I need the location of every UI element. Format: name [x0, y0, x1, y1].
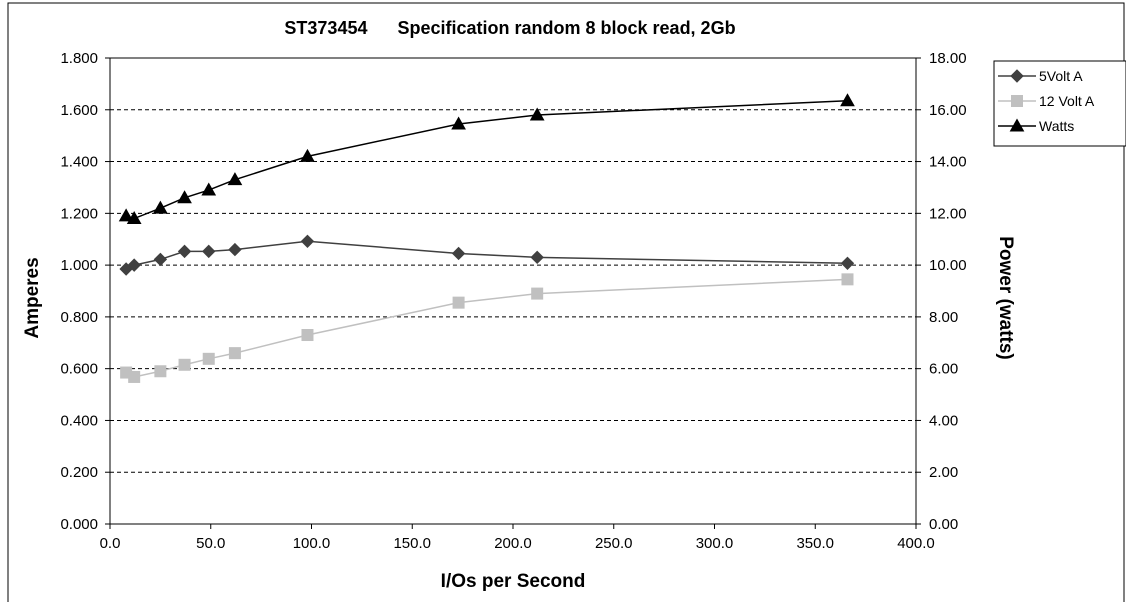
y-tick-label: 1.000 [60, 257, 98, 274]
data-point [301, 329, 314, 342]
y2-axis-title: Power (watts) [995, 236, 1016, 360]
y2-tick-label: 4.00 [929, 412, 958, 429]
data-point [201, 182, 217, 196]
data-point [118, 208, 134, 222]
y2-tick-label: 0.00 [929, 516, 958, 533]
y-tick-label: 1.400 [60, 154, 98, 171]
x-axis-ticks: 0.0 50.0 100.0 150.0 200.0 250.0 300.0 350.0 400… [100, 524, 935, 552]
data-point [531, 287, 544, 300]
data-point [451, 116, 466, 130]
data-point [840, 93, 855, 107]
x-axis-title: I/Os per Second [441, 571, 586, 592]
gridlines [110, 109, 916, 473]
y-tick-label: 0.000 [60, 516, 98, 533]
legend-items: 5Volt A 12 Volt A Watts [998, 68, 1095, 134]
legend-item: 12 Volt A [998, 93, 1095, 109]
data-point [126, 210, 142, 225]
y-tick-label: 0.200 [60, 464, 98, 481]
legend-label: 12 Volt A [1039, 93, 1095, 109]
y-axis-title: Amperes [22, 257, 43, 338]
series-line [125, 240, 848, 270]
data-point [228, 242, 242, 257]
data-point [177, 190, 192, 204]
data-point [300, 148, 315, 162]
x-tick-label: 200.0 [494, 535, 532, 552]
y2-tick-label: 12.00 [929, 205, 967, 222]
data-point [127, 258, 141, 272]
series-group [118, 93, 855, 383]
x-tick-label: 150.0 [393, 535, 431, 552]
y-tick-label: 0.800 [60, 309, 98, 326]
data-point [452, 296, 465, 309]
x-tick-label: 0.0 [100, 535, 121, 552]
data-point [153, 200, 168, 214]
chart-area-border [7, 2, 1125, 602]
series-line [125, 278, 848, 378]
series-3 [118, 93, 855, 225]
y2-tick-label: 6.00 [929, 361, 958, 378]
data-point [178, 358, 191, 371]
y-tick-label: 1.200 [60, 205, 98, 222]
y2-axis-ticks: 0.00 2.00 4.00 6.00 8.00 10.00 12.00 14.00 16.00… [916, 50, 967, 533]
data-point [530, 250, 544, 265]
y-tick-label: 0.400 [60, 412, 98, 429]
y2-tick-label: 2.00 [929, 464, 958, 481]
legend-marker [1009, 118, 1025, 132]
x-tick-label: 100.0 [293, 535, 331, 552]
legend-label: 5Volt A [1039, 68, 1083, 84]
data-point [154, 365, 167, 378]
x-tick-label: 250.0 [595, 535, 633, 552]
data-point [840, 256, 855, 271]
x-tick-label: 300.0 [696, 535, 734, 552]
x-tick-label: 350.0 [796, 535, 834, 552]
y-tick-label: 1.800 [60, 50, 98, 67]
y-axis-ticks: 0.000 0.200 0.400 0.600 0.800 1.000 1.200 1.400… [60, 50, 110, 533]
chart-title: ST373454 Specification random 8 block re… [284, 18, 735, 38]
legend: 5Volt A 12 Volt A Watts [993, 60, 1126, 147]
data-point [841, 273, 854, 286]
data-point [177, 244, 192, 259]
legend-item: 5Volt A [998, 68, 1083, 84]
y2-tick-label: 14.00 [929, 154, 967, 171]
legend-marker [1010, 69, 1024, 83]
y2-tick-label: 18.00 [929, 50, 967, 67]
y2-tick-label: 8.00 [929, 309, 958, 326]
data-point [153, 252, 168, 267]
data-point [227, 172, 243, 186]
data-point [202, 244, 216, 259]
data-point [529, 107, 545, 121]
series-2 [120, 273, 854, 383]
legend-label: Watts [1039, 118, 1074, 134]
data-point [228, 347, 241, 360]
data-point [128, 370, 141, 383]
y-tick-label: 0.600 [60, 361, 98, 378]
legend-marker [1011, 95, 1023, 107]
legend-item: Watts [998, 118, 1074, 134]
series-1 [119, 234, 855, 276]
x-tick-label: 400.0 [897, 535, 935, 552]
y2-tick-label: 16.00 [929, 102, 967, 119]
data-point [300, 234, 315, 249]
data-point [451, 246, 466, 261]
series-line [125, 99, 848, 220]
y2-tick-label: 10.00 [929, 257, 967, 274]
x-tick-label: 50.0 [196, 535, 225, 552]
data-point [202, 352, 215, 365]
y-tick-label: 1.600 [60, 102, 98, 119]
